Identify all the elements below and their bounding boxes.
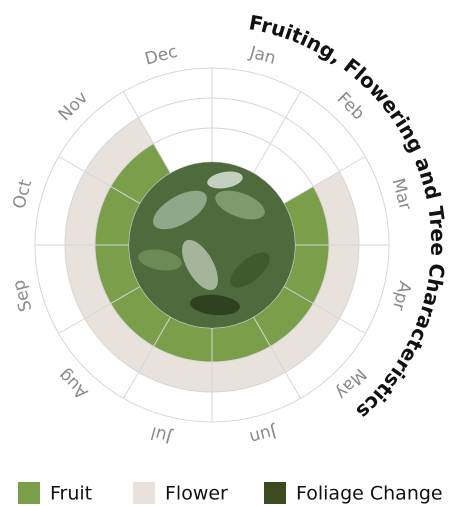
month-cell (65, 245, 111, 319)
month-cell (212, 346, 286, 392)
month-label: Oct (9, 177, 36, 211)
month-cell (285, 318, 366, 399)
month-cell (212, 316, 271, 362)
month-cell (313, 245, 359, 319)
month-cell (212, 68, 301, 118)
month-cell (138, 98, 212, 144)
month-cell (95, 186, 141, 245)
month-cell (95, 245, 141, 304)
spoke (123, 316, 171, 399)
legend-swatch (133, 482, 155, 504)
spoke (253, 91, 301, 174)
month-cell (212, 98, 286, 144)
month-cell (283, 186, 329, 245)
month-cell (285, 91, 366, 172)
month-label: Jan (247, 42, 278, 68)
month-cell (84, 117, 154, 187)
month-cell (339, 245, 389, 334)
legend-swatch (264, 482, 286, 504)
month-cell (110, 286, 171, 347)
month-cell (58, 91, 139, 172)
month-cell (212, 128, 271, 174)
month-cell (35, 156, 85, 245)
month-cell (65, 171, 111, 245)
month-label: Jul (149, 422, 175, 447)
month-cell (339, 156, 389, 245)
month-label: Feb (333, 89, 368, 124)
month-cell (283, 245, 329, 304)
month-cell (153, 128, 212, 174)
month-cell (313, 171, 359, 245)
month-cell (253, 286, 314, 347)
month-cell (35, 245, 85, 334)
legend-label: Fruit (50, 483, 92, 505)
legend-swatch (18, 482, 40, 504)
spoke (253, 316, 301, 399)
month-cell (153, 316, 212, 362)
month-label: Apr (388, 279, 415, 313)
spoke (283, 286, 366, 334)
month-cell (58, 318, 139, 399)
spoke (58, 156, 141, 204)
month-label: Sep (9, 278, 37, 314)
spoke (123, 91, 171, 174)
month-label: Jun (247, 421, 279, 447)
spoke (283, 156, 366, 204)
month-cell (123, 68, 212, 118)
month-cell (123, 372, 212, 422)
legend-label: Flower (165, 483, 228, 505)
month-cell (270, 303, 340, 373)
month-cell (253, 143, 314, 204)
month-cell (138, 346, 212, 392)
month-label: Mar (388, 176, 416, 212)
month-cell (270, 117, 340, 187)
legend-label: Foliage Change (296, 483, 443, 505)
month-cell (84, 303, 154, 373)
month-label: Dec (143, 42, 180, 70)
rings (34, 67, 390, 423)
legend: Fruit Flower Foliage Change (18, 482, 443, 505)
spoke (58, 286, 141, 334)
month-cell (110, 143, 171, 204)
month-cell (212, 372, 301, 422)
photo (129, 162, 295, 328)
